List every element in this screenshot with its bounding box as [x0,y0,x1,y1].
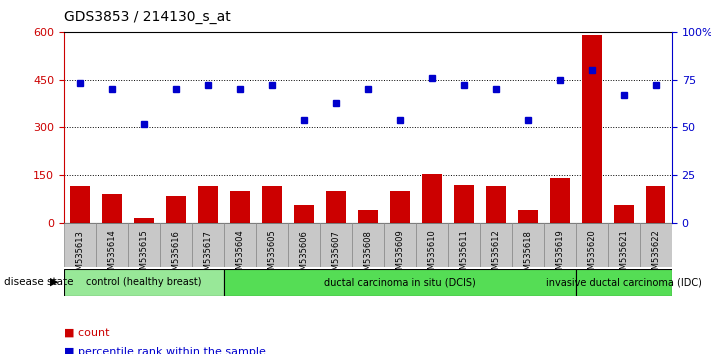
Bar [192,223,224,267]
Bar [320,223,352,267]
Text: GSM535610: GSM535610 [427,230,437,280]
Text: GSM535622: GSM535622 [651,230,661,280]
Bar [576,223,608,267]
Bar [64,269,224,296]
Text: GSM535617: GSM535617 [203,230,213,280]
Bar [262,187,282,223]
Bar [614,205,634,223]
Text: GSM535616: GSM535616 [171,230,181,280]
Text: ductal carcinoma in situ (DCIS): ductal carcinoma in situ (DCIS) [324,277,476,287]
Text: disease state: disease state [4,277,73,287]
Bar [198,187,218,223]
Bar [134,218,154,223]
Text: control (healthy breast): control (healthy breast) [86,277,202,287]
Text: GSM535609: GSM535609 [395,230,405,280]
Bar [64,223,96,267]
Text: GSM535619: GSM535619 [555,230,565,280]
Bar [480,223,512,267]
Bar [640,223,672,267]
Bar [454,185,474,223]
Text: ■ count: ■ count [64,328,109,338]
Bar [326,191,346,223]
Bar [390,191,410,223]
Text: GSM535611: GSM535611 [459,230,469,280]
Bar [582,35,602,223]
Text: GSM535607: GSM535607 [331,230,341,280]
Bar [486,187,506,223]
Text: GSM535612: GSM535612 [491,230,501,280]
Bar [166,196,186,223]
Bar [384,223,416,267]
Bar [224,223,256,267]
Text: GSM535613: GSM535613 [75,230,85,280]
Text: GSM535606: GSM535606 [299,230,309,280]
Bar [576,269,672,296]
Bar [160,223,192,267]
Text: GSM535605: GSM535605 [267,230,277,280]
Bar [230,191,250,223]
Text: GSM535621: GSM535621 [619,230,629,280]
Text: GDS3853 / 214130_s_at: GDS3853 / 214130_s_at [64,10,231,24]
Bar [550,178,570,223]
Text: GSM535604: GSM535604 [235,230,245,280]
Bar [256,223,288,267]
Bar [646,187,665,223]
Bar [294,205,314,223]
Bar [128,223,160,267]
Bar [96,223,128,267]
Text: ▶: ▶ [50,277,58,287]
Text: ■ percentile rank within the sample: ■ percentile rank within the sample [64,347,266,354]
Bar [358,210,378,223]
Text: GSM535618: GSM535618 [523,230,533,280]
Text: GSM535615: GSM535615 [139,230,149,280]
Bar [288,223,320,267]
Bar [448,223,480,267]
Text: invasive ductal carcinoma (IDC): invasive ductal carcinoma (IDC) [546,277,702,287]
Bar [102,194,122,223]
Bar [422,174,442,223]
Bar [70,187,90,223]
Text: GSM535608: GSM535608 [363,230,373,280]
Bar [544,223,576,267]
Text: GSM535620: GSM535620 [587,230,597,280]
Text: GSM535614: GSM535614 [107,230,117,280]
Bar [352,223,384,267]
Bar [608,223,640,267]
Bar [416,223,448,267]
Bar [512,223,544,267]
Bar [224,269,576,296]
Bar [518,210,538,223]
